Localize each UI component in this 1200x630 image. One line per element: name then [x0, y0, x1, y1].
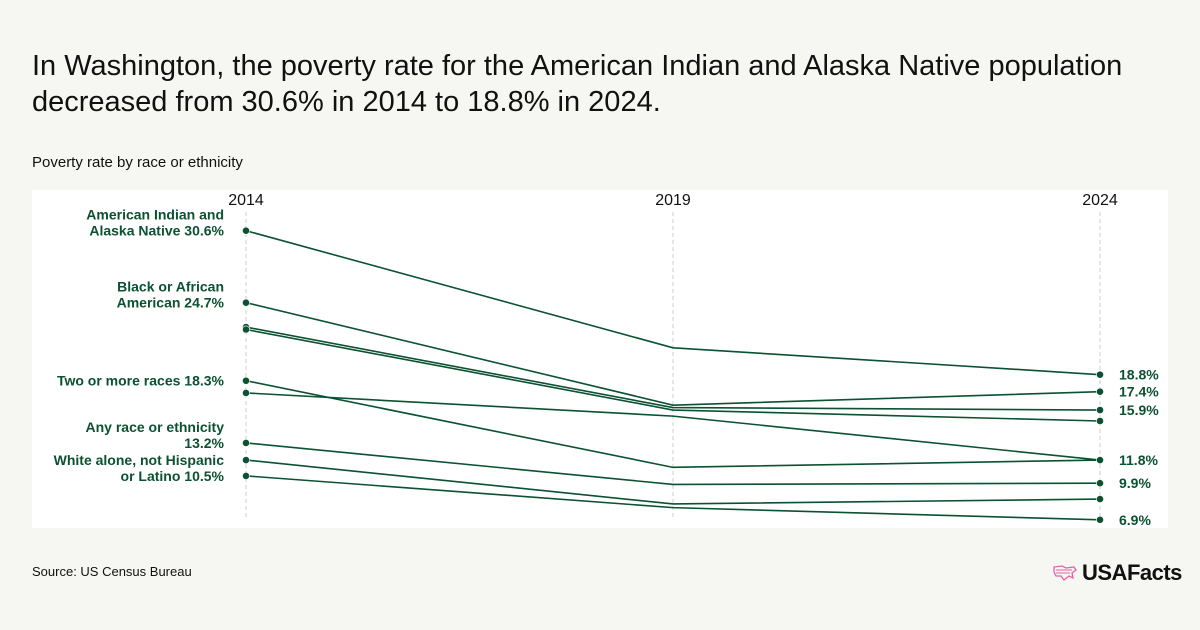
data-point — [242, 298, 250, 307]
series-line — [245, 229, 1101, 376]
x-tick-label: 2019 — [655, 192, 691, 209]
series-line — [245, 301, 1101, 406]
series-line — [245, 328, 1101, 422]
data-point — [242, 376, 250, 385]
data-point — [1096, 495, 1104, 503]
logo-text: USAFacts — [1082, 560, 1182, 585]
data-point — [242, 226, 250, 235]
left-series-label: Any race or ethnicity — [86, 419, 225, 435]
left-series-label: 13.2% — [184, 435, 224, 451]
series-line — [245, 379, 1101, 469]
right-value-label: 9.9% — [1119, 475, 1151, 491]
chart-panel — [32, 190, 1168, 528]
source-note: Source: US Census Bureau — [32, 564, 192, 579]
right-value-label: 15.9% — [1119, 402, 1159, 418]
chart-title: In Washington, the poverty rate for the … — [32, 50, 1123, 118]
data-point — [242, 439, 250, 447]
left-series-label: White alone, not Hispanic — [54, 452, 225, 468]
data-point — [242, 389, 250, 397]
left-series-label: Black or African — [117, 279, 224, 295]
data-point — [1096, 406, 1104, 414]
right-value-label: 11.8% — [1119, 452, 1158, 468]
data-point — [1096, 456, 1104, 464]
data-point — [1096, 370, 1104, 379]
series-line — [245, 326, 1101, 411]
right-value-label: 17.4% — [1119, 384, 1159, 400]
series-line — [245, 459, 1101, 505]
us-map-icon — [1053, 565, 1077, 581]
right-value-label: 18.8% — [1119, 367, 1159, 383]
left-series-label: American Indian and — [86, 207, 224, 223]
data-point — [1096, 515, 1104, 524]
left-series-label: Alaska Native 30.6% — [89, 223, 224, 239]
usafacts-logo: USAFacts — [1052, 560, 1182, 586]
data-point — [242, 325, 250, 334]
right-value-label: 6.9% — [1119, 512, 1151, 528]
chart-subtitle: Poverty rate by race or ethnicity — [32, 154, 243, 171]
data-point — [1096, 387, 1104, 396]
left-series-label: Two or more races 18.3% — [57, 373, 225, 389]
data-point — [1096, 479, 1104, 488]
left-series-label: American 24.7% — [117, 295, 225, 311]
x-tick-label: 2014 — [228, 192, 264, 209]
left-series-label: or Latino 10.5% — [121, 468, 225, 484]
series-line — [245, 442, 1101, 486]
x-tick-label: 2024 — [1082, 192, 1118, 209]
series-line — [245, 392, 1101, 461]
data-point — [242, 471, 250, 480]
data-point — [242, 456, 250, 464]
data-point — [1096, 417, 1104, 425]
series-line — [245, 475, 1101, 521]
